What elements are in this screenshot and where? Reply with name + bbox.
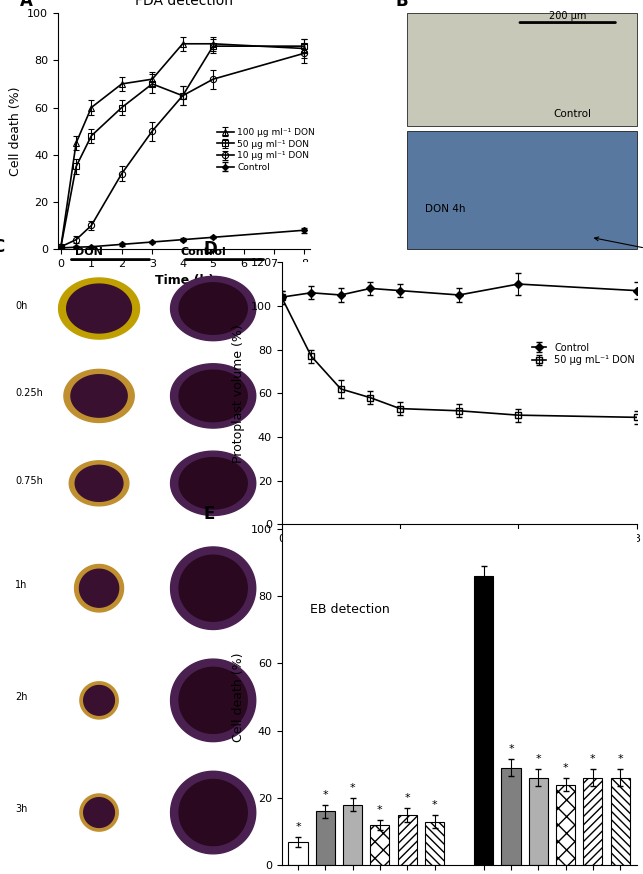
Legend: 100 μg ml⁻¹ DON, 50 μg ml⁻¹ DON, 10 μg ml⁻¹ DON, Control: 100 μg ml⁻¹ DON, 50 μg ml⁻¹ DON, 10 μg m… <box>213 124 318 176</box>
Bar <box>529 778 548 865</box>
X-axis label: Time (h): Time (h) <box>430 550 489 563</box>
Text: *: * <box>377 805 383 815</box>
Text: 0.25h: 0.25h <box>15 388 43 399</box>
Text: *: * <box>563 763 568 773</box>
X-axis label: Time (h): Time (h) <box>154 274 214 288</box>
Text: 200 μm: 200 μm <box>549 11 586 21</box>
Bar <box>425 822 444 865</box>
Bar <box>397 815 417 865</box>
Text: E: E <box>204 504 215 523</box>
Bar <box>289 842 307 865</box>
Bar <box>316 811 335 865</box>
Text: Cell shrinkage: Cell shrinkage <box>595 237 643 260</box>
Text: 0.75h: 0.75h <box>15 475 43 486</box>
Bar <box>583 778 602 865</box>
Text: D: D <box>204 240 217 259</box>
Text: *: * <box>431 800 437 809</box>
Bar <box>611 778 629 865</box>
Bar <box>407 131 637 249</box>
Text: C: C <box>0 238 5 256</box>
Text: Control: Control <box>553 109 592 120</box>
Bar <box>556 785 575 865</box>
Bar <box>343 805 362 865</box>
Text: 3h: 3h <box>15 804 28 815</box>
Text: *: * <box>295 822 301 832</box>
Text: *: * <box>404 793 410 803</box>
Text: *: * <box>590 754 595 764</box>
Bar <box>474 576 493 865</box>
Title: FDA detection: FDA detection <box>135 0 233 8</box>
Text: A: A <box>20 0 33 10</box>
Text: *: * <box>350 783 356 793</box>
Text: *: * <box>508 745 514 754</box>
Bar <box>502 767 521 865</box>
Text: 0h: 0h <box>15 301 28 311</box>
Y-axis label: Protoplast volume (%): Protoplast volume (%) <box>232 324 245 462</box>
Text: *: * <box>323 789 328 800</box>
Y-axis label: Cell death (%): Cell death (%) <box>8 87 22 176</box>
Y-axis label: Cell death (%): Cell death (%) <box>232 652 246 742</box>
Legend: Control, 50 μg mL⁻¹ DON: Control, 50 μg mL⁻¹ DON <box>528 338 638 370</box>
Text: B: B <box>395 0 408 10</box>
Text: Control: Control <box>180 247 226 257</box>
Text: DON: DON <box>75 247 103 257</box>
Text: 2h: 2h <box>15 692 28 702</box>
Text: DON 4h: DON 4h <box>425 204 466 213</box>
Text: EB detection: EB detection <box>310 603 390 616</box>
Bar <box>370 825 390 865</box>
Text: *: * <box>536 754 541 764</box>
Text: 1h: 1h <box>15 579 28 590</box>
Text: *: * <box>617 754 623 764</box>
Bar <box>407 13 637 127</box>
